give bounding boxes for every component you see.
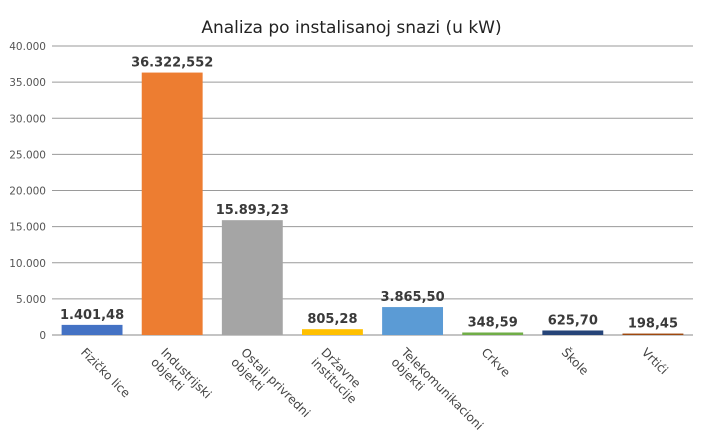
x-tick-label: Vrtići [639,345,671,377]
data-label: 625,70 [548,313,598,328]
y-tick-label: 40.000 [9,41,46,53]
x-tick-label-line: Fizičko lice [78,345,133,400]
bar [382,307,444,335]
data-label: 348,59 [468,315,518,330]
y-tick-label: 35.000 [9,77,46,89]
data-label: 36.322,552 [131,56,213,71]
y-axis-ticks: 0 5.000 10.000 15.000 20.000 25.000 30.000 35.0… [9,41,46,342]
bars [61,72,684,335]
bar [622,333,684,335]
y-tick-label: 30.000 [9,113,46,125]
x-tick-label-line: Crkve [479,345,513,379]
bar [301,329,363,335]
chart-title: Analiza po instalisanoj snazi (u kW) [201,18,501,38]
y-tick-label: 5.000 [16,294,46,306]
y-tick-label: 0 [39,330,46,342]
y-tick-label: 10.000 [9,258,46,270]
y-tick-label: 15.000 [9,222,46,234]
y-tick-label: 25.000 [9,149,46,161]
x-tick-label-line: Telekomunikacioni [398,345,486,433]
bar [141,72,203,335]
bar [61,324,123,335]
x-tick-label-line: Vrtići [639,345,671,377]
data-label: 1.401,48 [60,308,124,323]
bar [462,332,524,335]
data-labels: 1.401,48 36.322,552 15.893,23 805,28 3.865,5… [60,56,678,332]
bar [221,220,283,335]
x-tick-label: Crkve [479,345,513,379]
data-label: 15.893,23 [216,203,289,218]
y-tick-label: 20.000 [9,186,46,198]
data-label: 805,28 [307,312,357,327]
x-tick-label: Fizičko lice [78,345,133,400]
x-tick-label: Škole [559,345,592,378]
data-label: 198,45 [628,317,678,332]
bar [542,330,604,335]
x-tick-label-line: Škole [559,345,592,378]
data-label: 3.865,50 [380,290,444,305]
